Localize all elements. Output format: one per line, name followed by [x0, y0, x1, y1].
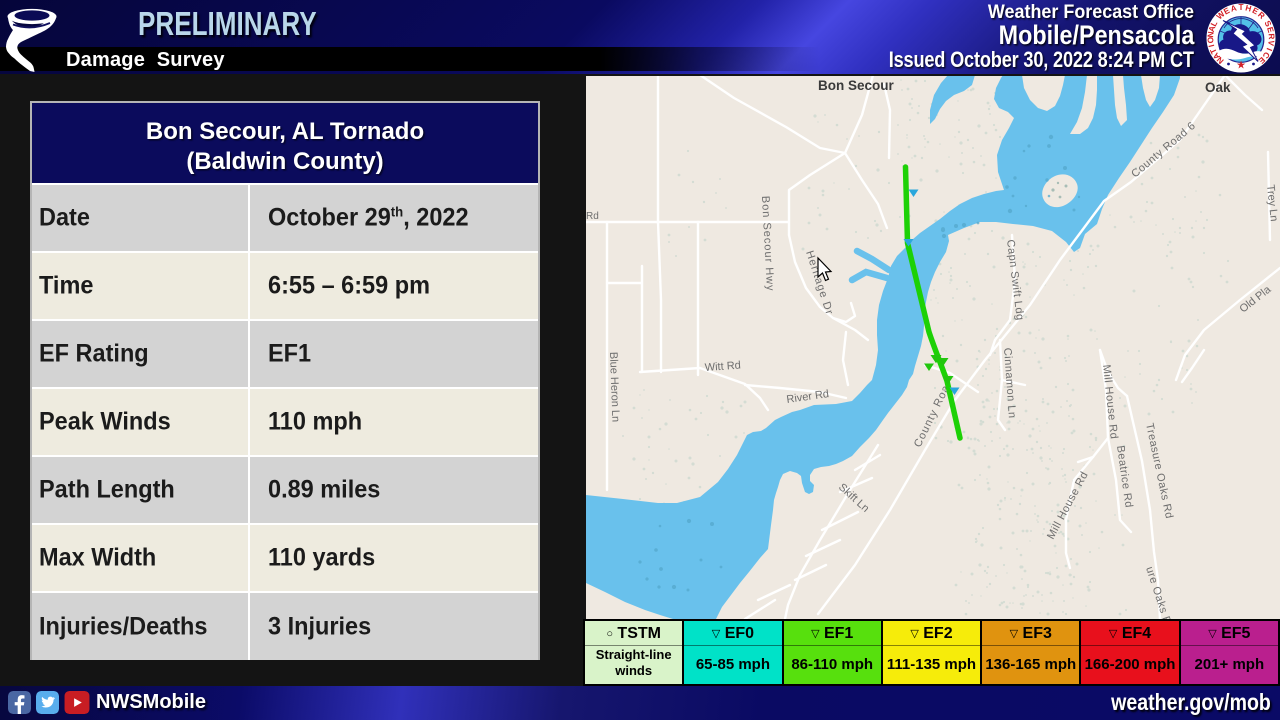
svg-text:O: O [1206, 36, 1215, 44]
svg-text:N: N [1206, 31, 1216, 38]
svg-text:Oak: Oak [1205, 80, 1231, 95]
svg-text:A: A [1211, 51, 1222, 61]
svg-text:Rd: Rd [586, 211, 599, 222]
svg-text:A: A [1230, 3, 1238, 13]
svg-text:I: I [1207, 44, 1216, 49]
svg-text:R: R [1256, 10, 1266, 21]
svg-text:R: R [1267, 33, 1276, 39]
svg-text:C: C [1261, 50, 1272, 60]
svg-text:E: E [1256, 55, 1267, 66]
svg-text:T: T [1209, 47, 1219, 55]
svg-text:A: A [1207, 25, 1217, 33]
svg-text:Blue Heron Ln: Blue Heron Ln [607, 352, 621, 423]
svg-text:Trey Ln: Trey Ln [1264, 184, 1280, 222]
svg-text:S: S [1262, 19, 1273, 29]
svg-text:E: E [1251, 6, 1261, 17]
svg-text:W: W [1215, 9, 1227, 21]
svg-text:I: I [1264, 47, 1273, 52]
svg-text:H: H [1244, 4, 1252, 14]
svg-text:Bon Secour Hwy: Bon Secour Hwy [759, 196, 776, 292]
svg-text:V: V [1266, 40, 1276, 47]
svg-text:Bon Secour: Bon Secour [818, 78, 895, 93]
svg-text:E: E [1222, 6, 1232, 17]
svg-text:River Rd: River Rd [786, 388, 830, 406]
svg-text:Cinnamon Ln: Cinnamon Ln [1001, 347, 1018, 419]
svg-text:T: T [1238, 3, 1243, 12]
svg-text:L: L [1209, 19, 1219, 28]
svg-text:N: N [1215, 55, 1226, 66]
svg-text:Witt Rd: Witt Rd [704, 360, 741, 374]
svg-text:★: ★ [1236, 60, 1246, 72]
svg-text:E: E [1265, 26, 1275, 34]
